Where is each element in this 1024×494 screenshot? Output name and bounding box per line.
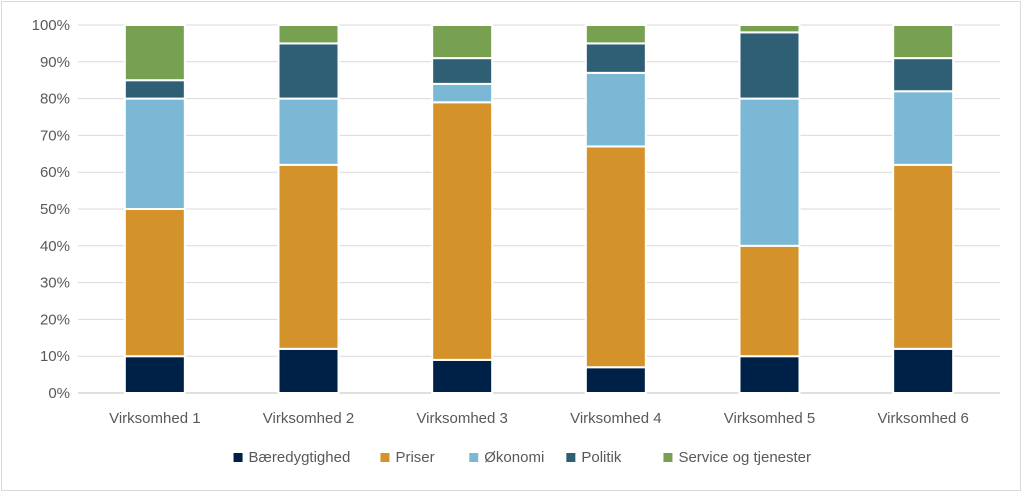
legend-swatch bbox=[380, 453, 390, 462]
bar-segment bbox=[738, 31, 801, 100]
bar-segment bbox=[277, 163, 340, 350]
legend-swatch bbox=[233, 453, 243, 462]
bar-segment bbox=[277, 347, 340, 394]
bar-segment bbox=[431, 101, 494, 361]
bar-segment bbox=[892, 24, 955, 60]
bar-segment bbox=[123, 24, 186, 82]
y-tick-label: 40% bbox=[40, 238, 70, 255]
bar-segment bbox=[584, 366, 647, 394]
legend-label: Priser bbox=[395, 449, 434, 466]
bar-segment bbox=[892, 57, 955, 93]
bar-segment bbox=[892, 163, 955, 350]
x-category-label: Virksomhed 1 bbox=[109, 410, 200, 427]
y-tick-label: 10% bbox=[40, 348, 70, 365]
bar-segment bbox=[892, 90, 955, 166]
y-tick-label: 70% bbox=[40, 127, 70, 144]
bar-segment bbox=[277, 97, 340, 166]
bar-segment bbox=[892, 347, 955, 394]
x-category-label: Virksomhed 3 bbox=[416, 410, 507, 427]
y-tick-label: 80% bbox=[40, 91, 70, 108]
bar-segment bbox=[584, 145, 647, 369]
bar-segment bbox=[584, 42, 647, 74]
bar-segment bbox=[738, 24, 801, 34]
x-category-label: Virksomhed 6 bbox=[877, 410, 968, 427]
bar-segment bbox=[277, 24, 340, 45]
legend-swatch bbox=[663, 453, 673, 462]
y-tick-label: 60% bbox=[40, 164, 70, 181]
bar-segment bbox=[584, 71, 647, 148]
bar-segment bbox=[277, 42, 340, 100]
y-tick-label: 20% bbox=[40, 311, 70, 328]
y-tick-label: 0% bbox=[48, 385, 70, 402]
bar-segment bbox=[431, 24, 494, 60]
bar-segment bbox=[738, 97, 801, 247]
bar-segment bbox=[123, 208, 186, 358]
legend-label: Politik bbox=[581, 449, 622, 466]
legend-swatch bbox=[566, 453, 576, 462]
legend-label: Service og tjenester bbox=[678, 449, 811, 466]
y-tick-label: 90% bbox=[40, 54, 70, 71]
bar-segment bbox=[738, 355, 801, 395]
bar-segment bbox=[738, 244, 801, 358]
bar-segment bbox=[584, 24, 647, 45]
bar-segment bbox=[431, 358, 494, 395]
y-tick-label: 100% bbox=[32, 17, 70, 34]
bar-segment bbox=[431, 57, 494, 85]
y-tick-label: 50% bbox=[40, 201, 70, 218]
bar-segment bbox=[123, 97, 186, 210]
bar-segment bbox=[431, 82, 494, 104]
legend-swatch bbox=[469, 453, 479, 462]
legend-label: Økonomi bbox=[484, 449, 544, 466]
x-category-label: Virksomhed 4 bbox=[570, 410, 661, 427]
y-tick-label: 30% bbox=[40, 275, 70, 292]
legend-label: Bæredygtighed bbox=[249, 449, 351, 466]
x-category-label: Virksomhed 2 bbox=[263, 410, 354, 427]
x-category-label: Virksomhed 5 bbox=[724, 410, 815, 427]
bar-segment bbox=[123, 355, 186, 395]
bar-segment bbox=[123, 79, 186, 100]
